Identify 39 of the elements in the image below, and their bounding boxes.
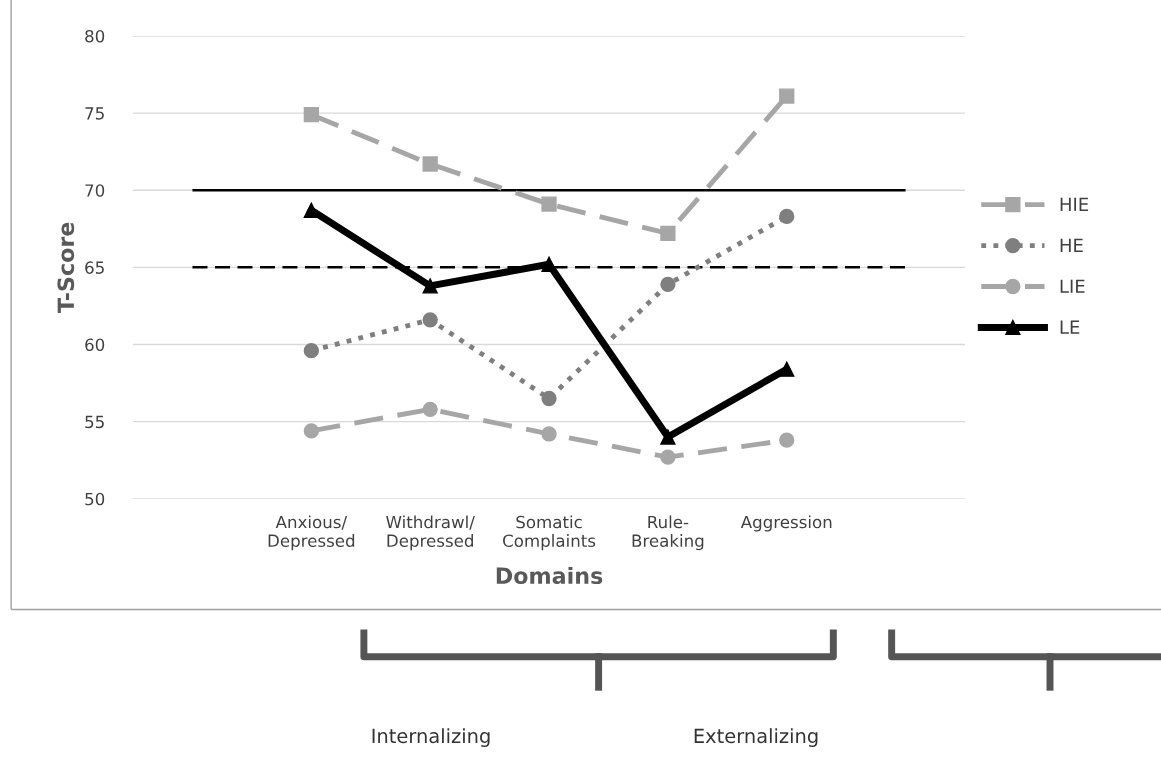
text: Externalizing — [694, 728, 818, 747]
point — [660, 449, 676, 465]
point — [303, 202, 319, 218]
x-tick-label: Somatic Complaints — [503, 515, 596, 551]
point — [541, 196, 557, 212]
y-tick-label: 60 — [85, 338, 105, 352]
point — [303, 423, 319, 439]
point — [303, 343, 319, 359]
point — [660, 225, 676, 242]
y-tick-label: 50 — [85, 492, 105, 506]
point — [541, 426, 557, 442]
y-axis-title: T-Score — [57, 222, 75, 314]
y-tick-label: 70 — [85, 184, 105, 197]
point — [660, 276, 676, 292]
x-axis-title: Domains — [496, 566, 603, 585]
text: Internalizing — [372, 728, 490, 747]
point — [422, 156, 438, 172]
point — [422, 401, 438, 417]
legend-label: LE — [1060, 320, 1080, 334]
point — [422, 278, 438, 294]
y-tick-label: 55 — [85, 415, 104, 429]
x-tick-label: Anxious/ Depressed — [268, 515, 355, 551]
point — [779, 361, 795, 377]
point — [660, 429, 676, 445]
point — [422, 312, 438, 328]
point — [303, 106, 319, 123]
legend-label: HIE — [1060, 197, 1089, 211]
x-tick-label: Rule- Breaking — [632, 515, 704, 551]
legend-label: HE — [1060, 238, 1083, 252]
point — [541, 390, 557, 407]
point — [779, 208, 795, 225]
point — [779, 432, 795, 448]
x-tick-label: Aggression — [740, 515, 832, 532]
x-tick-label: Withdrawl/ Depressed — [386, 515, 475, 551]
legend-label: LIE — [1060, 279, 1085, 293]
y-tick-label: 65 — [85, 261, 104, 274]
y-tick-label: 75 — [85, 107, 104, 120]
point — [779, 88, 795, 104]
y-tick-label: 80 — [85, 29, 105, 43]
